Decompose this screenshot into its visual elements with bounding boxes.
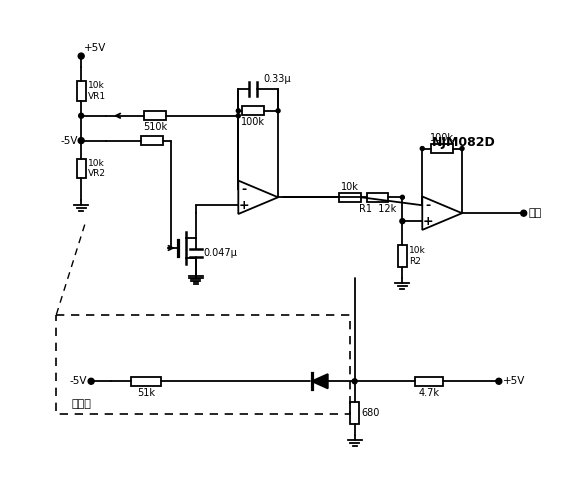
Circle shape (79, 113, 84, 118)
Circle shape (276, 109, 280, 113)
Text: 0.047µ: 0.047µ (203, 248, 237, 258)
Circle shape (236, 114, 240, 118)
Bar (431, 144, 453, 153)
Text: 传感器: 传感器 (71, 399, 91, 409)
Text: NJM082D: NJM082D (432, 136, 496, 149)
Text: 100k: 100k (430, 133, 454, 143)
Text: 51k: 51k (137, 388, 155, 398)
Circle shape (401, 195, 405, 199)
Text: 680: 680 (361, 408, 380, 418)
Bar (350, 402, 359, 424)
Text: 10k
VR1: 10k VR1 (87, 81, 106, 100)
Text: +5V: +5V (84, 43, 107, 53)
Text: +: + (239, 199, 250, 212)
Bar (77, 159, 86, 178)
Circle shape (352, 379, 357, 384)
Bar (77, 81, 86, 101)
Polygon shape (312, 374, 328, 389)
Circle shape (460, 147, 464, 151)
Bar (415, 377, 443, 386)
Text: 输出: 输出 (529, 208, 542, 218)
Text: -: - (242, 183, 247, 196)
Text: +: + (423, 215, 434, 228)
Circle shape (78, 138, 84, 144)
Circle shape (88, 378, 94, 384)
Text: 10k
R2: 10k R2 (409, 246, 426, 266)
Text: 100k: 100k (241, 117, 265, 127)
Text: 0.33µ: 0.33µ (263, 74, 291, 84)
Bar (144, 111, 166, 120)
Text: 510k: 510k (143, 122, 167, 132)
Bar (57, 315, 350, 414)
Text: -5V: -5V (69, 376, 87, 386)
Circle shape (420, 147, 424, 151)
Text: +5V: +5V (503, 376, 525, 386)
Text: 4.7k: 4.7k (419, 388, 440, 398)
Bar (141, 136, 163, 145)
Bar (398, 245, 407, 267)
Text: 10k
VR2: 10k VR2 (87, 159, 106, 178)
Circle shape (236, 109, 240, 113)
Text: 10k: 10k (341, 182, 359, 192)
Text: R1  12k: R1 12k (359, 204, 396, 214)
Bar (339, 193, 361, 202)
Text: -5V: -5V (61, 136, 78, 146)
Bar (131, 377, 161, 386)
Circle shape (496, 378, 502, 384)
Bar (367, 193, 388, 202)
Text: -: - (426, 199, 431, 212)
Circle shape (78, 53, 84, 59)
Bar (243, 106, 264, 115)
Circle shape (521, 210, 526, 216)
Circle shape (400, 219, 405, 224)
